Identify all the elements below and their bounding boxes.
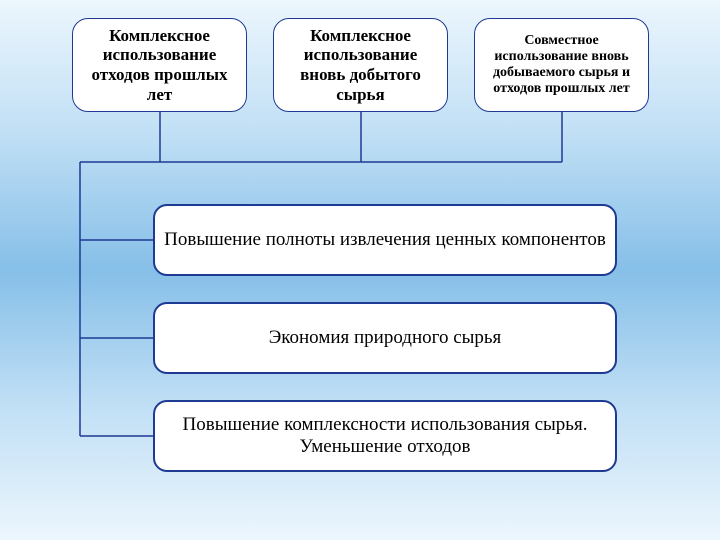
bottom-box-0: Повышение полноты извлечения ценных комп…	[153, 204, 617, 276]
bottom-box-1: Экономия природного сырья	[153, 302, 617, 374]
diagram-canvas: Комплексное использование отходов прошлы…	[0, 0, 720, 540]
top-box-2: Совместное использование вновь добываемо…	[474, 18, 649, 112]
top-box-1: Комплексное использование вновь добытого…	[273, 18, 448, 112]
bottom-box-label-2: Повышение комплексности использования сы…	[163, 414, 607, 458]
bottom-box-label-1: Экономия природного сырья	[269, 327, 502, 349]
top-box-label-0: Комплексное использование отходов прошлы…	[81, 26, 238, 104]
top-box-label-2: Совместное использование вновь добываемо…	[483, 33, 640, 97]
bottom-box-2: Повышение комплексности использования сы…	[153, 400, 617, 472]
top-box-0: Комплексное использование отходов прошлы…	[72, 18, 247, 112]
bottom-box-label-0: Повышение полноты извлечения ценных комп…	[164, 229, 606, 251]
top-box-label-1: Комплексное использование вновь добытого…	[282, 26, 439, 104]
